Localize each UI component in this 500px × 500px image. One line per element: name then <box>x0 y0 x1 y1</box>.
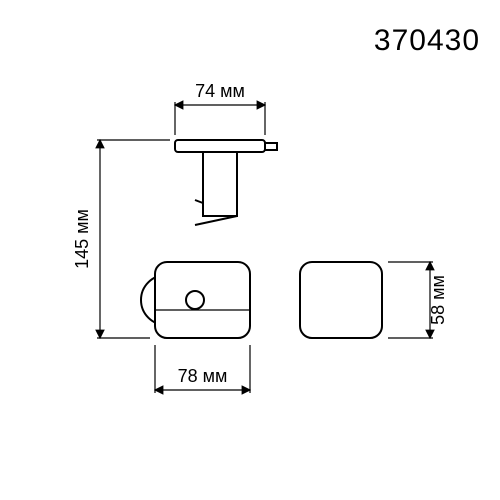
dim-bottom: 78 мм <box>155 345 250 393</box>
dim-top: 74 мм <box>175 81 265 135</box>
dim-right: 58 мм <box>388 262 448 338</box>
dim-right-label: 58 мм <box>428 275 448 325</box>
mount-tab <box>265 143 277 150</box>
dim-left-label: 145 мм <box>72 209 92 269</box>
arm-line-bottom <box>195 216 237 225</box>
mount-column <box>203 152 237 216</box>
lamp-body-side <box>300 262 382 338</box>
side-view <box>300 262 382 338</box>
dim-bottom-label: 78 мм <box>178 366 228 386</box>
mount-plate <box>175 140 265 152</box>
front-view <box>141 140 277 338</box>
part-number: 370430 <box>374 24 480 57</box>
dim-top-label: 74 мм <box>195 81 245 101</box>
technical-drawing: 370430 74 мм 145 мм <box>0 0 500 500</box>
pivot-hub <box>186 291 204 309</box>
